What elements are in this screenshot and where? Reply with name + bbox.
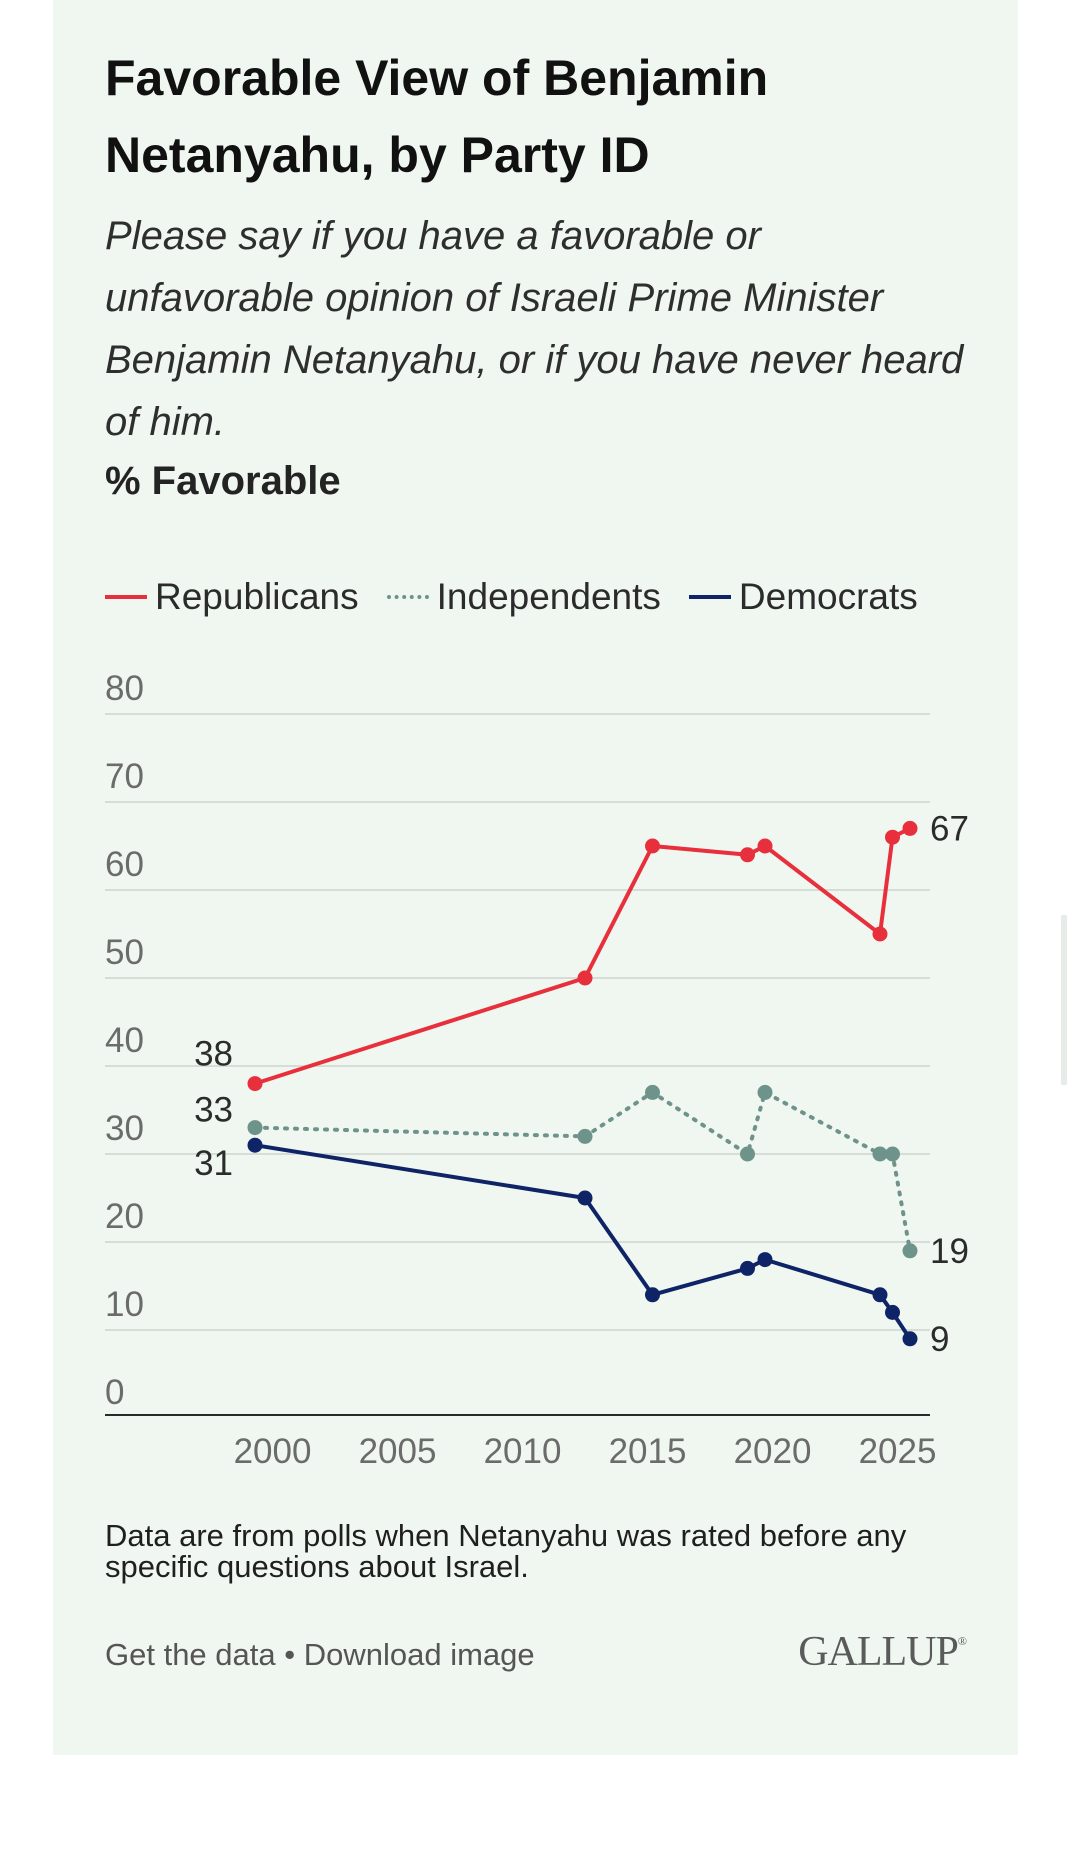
data-point-independents (577, 1128, 593, 1144)
y-tick-label: 70 (105, 757, 144, 796)
link-separator: • (275, 1637, 304, 1672)
y-tick-label: 40 (105, 1021, 144, 1060)
y-tick-label: 50 (105, 933, 144, 972)
data-point-independents (902, 1243, 918, 1259)
measure-label: % Favorable (105, 459, 341, 503)
y-tick-label: 20 (105, 1197, 144, 1236)
data-point-democrats (740, 1260, 755, 1276)
data-point-republicans (740, 847, 755, 863)
get-data-link[interactable]: Get the data (105, 1637, 276, 1672)
gallup-logo: GALLUP® (798, 1629, 967, 1675)
data-point-republicans (757, 838, 773, 854)
data-point-democrats (885, 1304, 900, 1320)
data-point-democrats (902, 1331, 918, 1347)
data-point-democrats (645, 1287, 660, 1303)
data-point-democrats (872, 1287, 888, 1303)
chart-subtitle: Please say if you have a favorable or un… (105, 214, 964, 444)
data-point-republicans (902, 820, 918, 836)
data-point-democrats (577, 1190, 593, 1206)
y-tick-label: 60 (105, 845, 144, 884)
footer-links: Get the data • Download image (105, 1637, 535, 1673)
data-label-first-democrats: 31 (194, 1144, 233, 1183)
series-line-republicans (254, 826, 911, 1086)
data-point-independents (740, 1146, 755, 1162)
legend-item-democrats: Democrats (688, 576, 918, 618)
legend-swatch-republicans (105, 595, 147, 599)
data-label-last-independents: 19 (930, 1232, 969, 1271)
chart-card: Favorable View of Benjamin Netanyahu, by… (53, 0, 1018, 1755)
footnote: Data are from polls when Netanyahu was r… (105, 1518, 907, 1584)
gallup-logo-text: GALLUP (798, 1629, 959, 1675)
x-tick-label: 2020 (734, 1432, 812, 1471)
data-point-independents (645, 1084, 660, 1100)
data-point-democrats (757, 1252, 773, 1268)
series-line-independents (253, 1090, 912, 1253)
data-label-last-republicans: 67 (930, 809, 969, 848)
x-tick-label: 2000 (234, 1432, 312, 1471)
data-point-independents (872, 1146, 888, 1162)
data-point-republicans (885, 829, 900, 845)
scrollbar[interactable] (1061, 915, 1067, 1085)
legend-label-democrats: Democrats (738, 576, 918, 617)
legend-swatch-democrats (688, 595, 731, 599)
data-label-first-independents: 33 (194, 1091, 233, 1130)
y-tick-label: 80 (105, 669, 144, 708)
y-tick-label: 0 (105, 1373, 124, 1412)
legend-item-republicans: Republicans (105, 576, 359, 618)
x-tick-label: 2005 (359, 1432, 437, 1471)
download-image-link[interactable]: Download image (303, 1637, 535, 1672)
data-point-independents (247, 1120, 263, 1136)
legend-label-republicans: Republicans (155, 576, 359, 617)
legend: Republicans Independents Democrats (105, 572, 946, 622)
y-tick-label: 30 (105, 1109, 144, 1148)
data-point-republicans (645, 838, 660, 854)
data-point-independents (757, 1084, 773, 1100)
data-point-republicans (577, 970, 593, 986)
data-point-republicans (872, 926, 888, 942)
data-point-republicans (247, 1076, 263, 1092)
legend-swatch-independents (386, 595, 429, 599)
chart-title: Favorable View of Benjamin Netanyahu, by… (105, 50, 769, 183)
legend-item-independents: Independents (386, 576, 661, 618)
data-point-independents (885, 1146, 900, 1162)
x-tick-label: 2010 (484, 1432, 562, 1471)
data-point-democrats (247, 1137, 263, 1153)
line-chart: 0 10 20 30 40 50 60 70 80 2000 2005 2010 2015 2020 202… (105, 669, 969, 1471)
data-label-last-democrats: 9 (930, 1320, 949, 1359)
x-tick-label: 2015 (609, 1432, 687, 1471)
legend-label-independents: Independents (436, 576, 661, 617)
data-label-first-republicans: 38 (194, 1035, 233, 1074)
y-tick-label: 10 (105, 1285, 144, 1324)
x-tick-label: 2025 (859, 1432, 937, 1471)
